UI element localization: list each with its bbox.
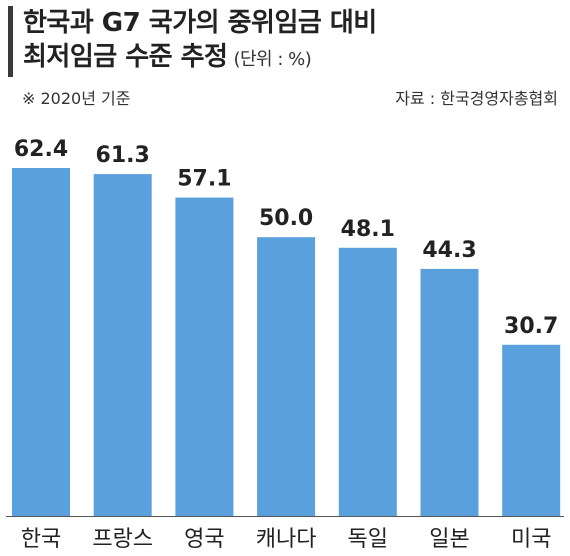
- category-label-0: 한국: [21, 527, 61, 552]
- value-label-5: 44.3: [422, 238, 476, 263]
- value-label-3: 50.0: [259, 206, 313, 231]
- bar-4: [338, 247, 397, 517]
- bar-6: [502, 344, 561, 516]
- value-label-1: 61.3: [96, 143, 150, 168]
- value-label-6: 30.7: [504, 314, 558, 339]
- bar-0: [12, 168, 70, 516]
- category-label-3: 캐나다: [256, 527, 317, 552]
- chart-title-block: 한국과 G7 국가의 중위임금 대비 최저임금 수준 추정 (단위 : %): [8, 6, 377, 77]
- base-year-note: ※ 2020년 기준: [22, 89, 131, 108]
- category-label-1: 프랑스: [92, 527, 153, 552]
- category-label-4: 독일: [348, 527, 388, 552]
- source-label: 자료 : 한국경영자총협회: [395, 89, 558, 108]
- value-label-4: 48.1: [341, 217, 395, 242]
- bar-2: [175, 197, 234, 516]
- value-label-2: 57.1: [177, 167, 231, 192]
- category-label-5: 일본: [429, 527, 469, 552]
- bar-3: [257, 237, 316, 516]
- bar-5: [420, 268, 479, 516]
- category-label-2: 영국: [184, 527, 224, 552]
- bar-1: [93, 174, 152, 516]
- chart-title-line2: 최저임금 수준 추정 (단위 : %): [23, 40, 377, 77]
- category-label-6: 미국: [511, 527, 551, 552]
- chart-title-text: 최저임금 수준 추정: [23, 42, 228, 72]
- chart-title-line1: 한국과 G7 국가의 중위임금 대비: [23, 8, 377, 38]
- unit-label: (단위 : %): [233, 49, 312, 70]
- value-label-0: 62.4: [14, 137, 68, 162]
